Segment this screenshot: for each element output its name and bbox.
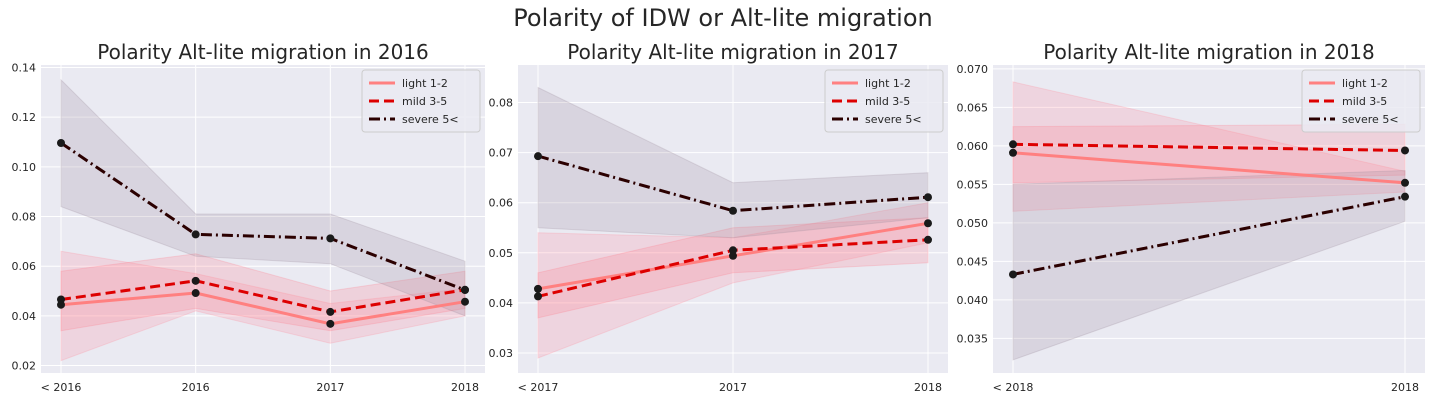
legend-label: mild 3-5	[865, 95, 910, 108]
y-tick-label: 0.06	[489, 197, 514, 210]
confidence-band-2	[60, 253, 466, 332]
series-line-2	[1012, 142, 1406, 152]
y-tick-label: 0.14	[12, 61, 37, 74]
data-point	[729, 206, 737, 215]
legend-label: mild 3-5	[402, 95, 447, 108]
y-tick-label: 0.060	[957, 140, 989, 153]
legend-label: light 1-2	[865, 77, 911, 90]
data-point	[191, 276, 200, 285]
data-point	[534, 284, 542, 293]
data-point	[1401, 178, 1409, 187]
data-point	[326, 307, 335, 316]
confidence-band-3	[537, 86, 929, 239]
y-tick-label: 0.035	[957, 332, 989, 345]
series-line-2	[60, 279, 466, 314]
chart-panel-3: 0.035 0.040 0.045 0.050 0.055 0.060 0.065 0.070…	[957, 40, 1425, 394]
series-line-1	[1012, 151, 1406, 185]
data-point	[534, 152, 542, 161]
data-point	[57, 138, 65, 147]
y-tick-label: 0.040	[957, 294, 989, 307]
data-point	[924, 193, 932, 202]
panel-title: Polarity Alt-lite migration in 2018	[1043, 40, 1375, 64]
x-tick-label: 2018	[1391, 381, 1419, 394]
chart-panel-1: 0.02 0.04 0.06 0.08 0.10 0.12 0.14 < 2016 2016 20…	[12, 40, 485, 394]
confidence-band-2	[537, 217, 929, 319]
confidence-band-3	[60, 78, 466, 317]
legend-label: light 1-2	[1342, 77, 1388, 90]
y-tick-label: 0.06	[12, 260, 37, 273]
x-tick-label: 2017	[316, 381, 344, 394]
data-point	[326, 234, 335, 243]
data-point	[729, 251, 737, 260]
y-tick-label: 0.03	[489, 347, 514, 360]
x-tick-label: 2018	[451, 381, 479, 394]
legend-box	[361, 69, 481, 133]
data-point	[57, 295, 65, 304]
x-tick-label: < 2017	[518, 381, 559, 394]
y-tick-label: 0.05	[489, 247, 514, 260]
legend-label: mild 3-5	[1342, 95, 1387, 108]
confidence-band-2	[1012, 123, 1406, 184]
figure-title: Polarity of IDW or Alt-lite migration	[513, 4, 932, 32]
legend-label: light 1-2	[402, 77, 448, 90]
legend-label: severe 5<	[865, 113, 922, 126]
y-tick-label: 0.12	[12, 111, 37, 124]
legend-label: severe 5<	[1342, 113, 1399, 126]
y-tick-label: 0.050	[957, 217, 989, 230]
y-tick-label: 0.070	[957, 63, 989, 76]
y-tick-label: 0.055	[957, 178, 989, 191]
data-point	[924, 235, 932, 244]
data-point	[1401, 192, 1409, 201]
y-tick-label: 0.04	[12, 310, 37, 323]
data-point	[924, 219, 932, 228]
y-tick-label: 0.04	[489, 297, 514, 310]
data-point	[461, 286, 469, 295]
y-tick-label: 0.065	[957, 101, 989, 114]
legend-box	[824, 69, 944, 133]
series-line-3	[1012, 195, 1406, 276]
y-tick-label: 0.10	[12, 161, 37, 174]
y-tick-label: 0.02	[12, 360, 37, 373]
x-tick-label: 2018	[914, 381, 942, 394]
confidence-band-3	[1012, 169, 1406, 361]
x-tick-label: < 2016	[41, 381, 82, 394]
data-point	[191, 289, 200, 298]
panel-title: Polarity Alt-lite migration in 2017	[567, 40, 899, 64]
y-tick-label: 0.08	[12, 211, 37, 224]
data-point	[729, 246, 737, 255]
data-point	[534, 292, 542, 301]
y-tick-label: 0.08	[489, 97, 514, 110]
x-tick-label: < 2018	[993, 381, 1034, 394]
chart-panel-2: 0.03 0.04 0.05 0.06 0.07 0.08 < 2017 2017 2018 Po…	[489, 40, 948, 394]
data-point	[461, 297, 469, 306]
y-tick-label: 0.045	[957, 255, 989, 268]
data-point	[326, 319, 335, 328]
series-line-3	[537, 154, 929, 213]
x-tick-label: 2016	[182, 381, 210, 394]
legend-label: severe 5<	[402, 113, 459, 126]
confidence-band-1	[60, 250, 466, 362]
x-tick-label: 2017	[719, 381, 747, 394]
panel-title: Polarity Alt-lite migration in 2016	[97, 40, 429, 64]
data-point	[1401, 146, 1409, 155]
y-tick-label: 0.07	[489, 147, 514, 160]
data-point	[1009, 148, 1017, 157]
data-point	[191, 230, 200, 239]
data-point	[1009, 140, 1017, 149]
series-line-1	[60, 291, 466, 326]
data-point	[1009, 270, 1017, 279]
legend-box	[1301, 69, 1421, 133]
